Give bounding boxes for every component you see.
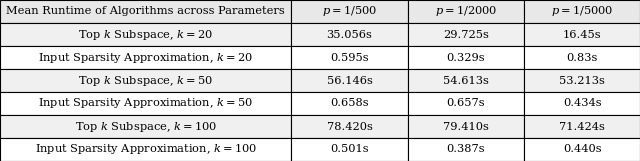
Bar bbox=[408, 69, 524, 92]
Text: Input Sparsity Approximation, $k = 50$: Input Sparsity Approximation, $k = 50$ bbox=[38, 96, 253, 110]
Bar bbox=[524, 92, 640, 115]
Bar bbox=[0, 46, 291, 69]
Text: Input Sparsity Approximation, $k = 20$: Input Sparsity Approximation, $k = 20$ bbox=[38, 51, 253, 65]
Text: 0.83s: 0.83s bbox=[566, 52, 598, 62]
Bar bbox=[291, 0, 408, 23]
Bar bbox=[408, 138, 524, 161]
Bar bbox=[0, 23, 291, 46]
Text: 78.420s: 78.420s bbox=[326, 122, 372, 132]
Text: 35.056s: 35.056s bbox=[326, 29, 372, 39]
Bar bbox=[291, 138, 408, 161]
Text: 53.213s: 53.213s bbox=[559, 76, 605, 85]
Bar bbox=[524, 115, 640, 138]
Bar bbox=[0, 115, 291, 138]
Bar bbox=[524, 138, 640, 161]
Bar bbox=[291, 115, 408, 138]
Text: 0.434s: 0.434s bbox=[563, 99, 602, 109]
Text: 16.45s: 16.45s bbox=[563, 29, 602, 39]
Text: 0.501s: 0.501s bbox=[330, 145, 369, 155]
Bar bbox=[291, 69, 408, 92]
Text: 56.146s: 56.146s bbox=[326, 76, 372, 85]
Text: 0.440s: 0.440s bbox=[563, 145, 602, 155]
Bar bbox=[524, 23, 640, 46]
Text: $p = 1/2000$: $p = 1/2000$ bbox=[435, 5, 497, 19]
Bar bbox=[524, 0, 640, 23]
Bar bbox=[291, 46, 408, 69]
Text: Input Sparsity Approximation, $k = 100$: Input Sparsity Approximation, $k = 100$ bbox=[35, 142, 257, 156]
Bar bbox=[0, 69, 291, 92]
Text: 0.657s: 0.657s bbox=[447, 99, 485, 109]
Text: 71.424s: 71.424s bbox=[559, 122, 605, 132]
Text: $p = 1/5000$: $p = 1/5000$ bbox=[551, 5, 613, 19]
Bar bbox=[291, 92, 408, 115]
Text: 0.329s: 0.329s bbox=[447, 52, 485, 62]
Bar bbox=[524, 46, 640, 69]
Text: Mean Runtime of Algorithms across Parameters: Mean Runtime of Algorithms across Parame… bbox=[6, 6, 285, 16]
Bar bbox=[408, 92, 524, 115]
Bar bbox=[291, 23, 408, 46]
Text: 79.410s: 79.410s bbox=[443, 122, 489, 132]
Text: 0.595s: 0.595s bbox=[330, 52, 369, 62]
Text: 0.658s: 0.658s bbox=[330, 99, 369, 109]
Bar bbox=[408, 23, 524, 46]
Bar bbox=[0, 0, 291, 23]
Text: Top $k$ Subspace, $k = 20$: Top $k$ Subspace, $k = 20$ bbox=[78, 28, 213, 42]
Bar bbox=[408, 46, 524, 69]
Bar bbox=[524, 69, 640, 92]
Text: 0.387s: 0.387s bbox=[447, 145, 485, 155]
Bar bbox=[408, 0, 524, 23]
Text: Top $k$ Subspace, $k = 100$: Top $k$ Subspace, $k = 100$ bbox=[74, 119, 217, 133]
Text: Top $k$ Subspace, $k = 50$: Top $k$ Subspace, $k = 50$ bbox=[78, 74, 213, 87]
Text: $p = 1/500$: $p = 1/500$ bbox=[322, 5, 377, 19]
Bar bbox=[0, 138, 291, 161]
Bar bbox=[408, 115, 524, 138]
Bar bbox=[0, 92, 291, 115]
Text: 54.613s: 54.613s bbox=[443, 76, 489, 85]
Text: 29.725s: 29.725s bbox=[443, 29, 489, 39]
